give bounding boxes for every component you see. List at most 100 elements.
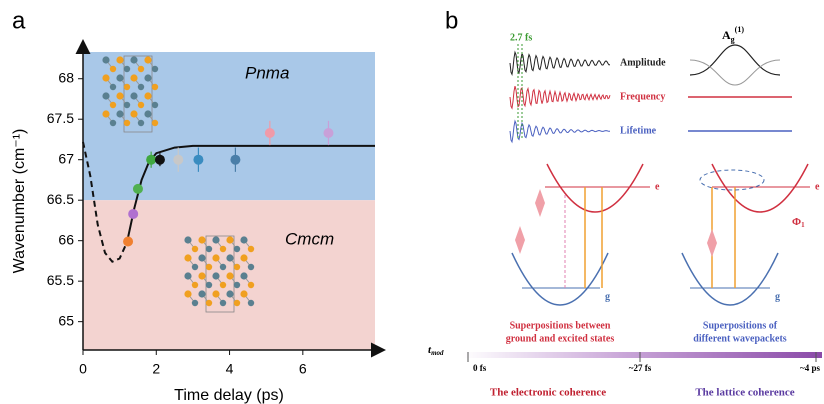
atom xyxy=(144,56,151,63)
atom xyxy=(110,66,116,72)
y-tick-label: 67.5 xyxy=(47,110,74,126)
atom xyxy=(116,74,123,81)
atom xyxy=(220,264,226,270)
atom xyxy=(138,66,144,72)
x-tick-label: 0 xyxy=(79,361,87,377)
atom xyxy=(192,264,198,270)
atom xyxy=(184,254,191,261)
atom xyxy=(226,254,233,261)
atom xyxy=(102,92,109,99)
caption: different wavepackets xyxy=(693,333,787,344)
data-point xyxy=(128,209,138,219)
atom xyxy=(226,290,233,297)
y-tick-label: 68 xyxy=(58,69,74,85)
data-point xyxy=(193,155,203,165)
atom xyxy=(144,92,151,99)
panel-b: b2.7 fsAmplitudeFrequencyLifetimeAg(1)eg… xyxy=(428,7,822,398)
atom xyxy=(124,102,130,108)
phi-label: Φ1 xyxy=(792,216,805,229)
oscillation xyxy=(510,121,610,142)
atom xyxy=(198,290,205,297)
oscillation xyxy=(510,86,610,108)
atom xyxy=(144,74,151,81)
atom xyxy=(152,84,158,90)
potential-curve xyxy=(712,164,808,212)
atom xyxy=(124,84,130,90)
atom xyxy=(240,290,247,297)
mode-label-part: A xyxy=(722,28,731,42)
atom xyxy=(234,300,240,306)
atom xyxy=(234,246,240,252)
atom xyxy=(212,254,219,261)
atom xyxy=(220,300,226,306)
atom xyxy=(138,102,144,108)
atom xyxy=(130,110,137,117)
phi-part: 1 xyxy=(801,221,805,229)
atom xyxy=(212,290,219,297)
mode-label: Ag(1) xyxy=(722,25,744,44)
atom xyxy=(198,272,205,279)
atom xyxy=(240,236,247,243)
atom xyxy=(124,120,130,126)
atom xyxy=(226,236,233,243)
level-label: e xyxy=(655,181,660,192)
oscillation xyxy=(510,52,610,74)
atom xyxy=(234,264,240,270)
atom xyxy=(152,102,158,108)
data-point xyxy=(265,128,275,138)
x-tick-label: 2 xyxy=(152,361,160,377)
atom xyxy=(198,236,205,243)
atom xyxy=(234,282,240,288)
atom xyxy=(130,56,137,63)
atom xyxy=(212,236,219,243)
atom xyxy=(116,56,123,63)
atom xyxy=(248,300,254,306)
atom xyxy=(130,92,137,99)
atom xyxy=(198,254,205,261)
coherence-label: The electronic coherence xyxy=(490,387,606,399)
phase-label: Pnma xyxy=(245,63,289,82)
time-tick-label: 0 fs xyxy=(473,363,487,373)
x-axis-label: Time delay (ps) xyxy=(174,387,284,404)
caption: Superpositions of xyxy=(703,320,778,331)
caption: Superpositions between xyxy=(510,320,611,331)
atom xyxy=(206,246,212,252)
row-label: Frequency xyxy=(620,91,665,102)
x-tick-label: 4 xyxy=(226,361,234,377)
atom xyxy=(206,300,212,306)
level-label: e xyxy=(815,181,820,192)
period-label: 2.7 fs xyxy=(510,32,532,43)
atom xyxy=(144,110,151,117)
atom xyxy=(138,120,144,126)
level-label: g xyxy=(775,291,780,302)
atom xyxy=(184,290,191,297)
y-axis-label: Wavenumber (cm⁻¹) xyxy=(11,129,28,274)
phase-label: Cmcm xyxy=(285,229,334,248)
atom xyxy=(192,246,198,252)
atom xyxy=(220,282,226,288)
time-tick-label: ~27 fs xyxy=(629,363,652,373)
mode-label-part: g xyxy=(731,35,735,44)
atom xyxy=(124,66,130,72)
phi-part: Φ xyxy=(792,216,801,228)
potential-curve xyxy=(512,253,608,305)
time-tick-label: ~4 ps xyxy=(800,363,820,373)
atom xyxy=(116,92,123,99)
atom xyxy=(110,120,116,126)
atom xyxy=(206,264,212,270)
pulse xyxy=(515,226,525,254)
data-point xyxy=(323,128,333,138)
atom xyxy=(184,236,191,243)
caption: ground and excited states xyxy=(506,333,615,344)
time-bar xyxy=(462,352,822,358)
atom xyxy=(212,272,219,279)
atom xyxy=(138,84,144,90)
pulse xyxy=(707,229,717,257)
data-point xyxy=(230,155,240,165)
atom xyxy=(192,282,198,288)
atom xyxy=(116,110,123,117)
atom xyxy=(130,74,137,81)
atom xyxy=(192,300,198,306)
data-point xyxy=(123,236,133,246)
y-tick-label: 67 xyxy=(58,150,74,166)
